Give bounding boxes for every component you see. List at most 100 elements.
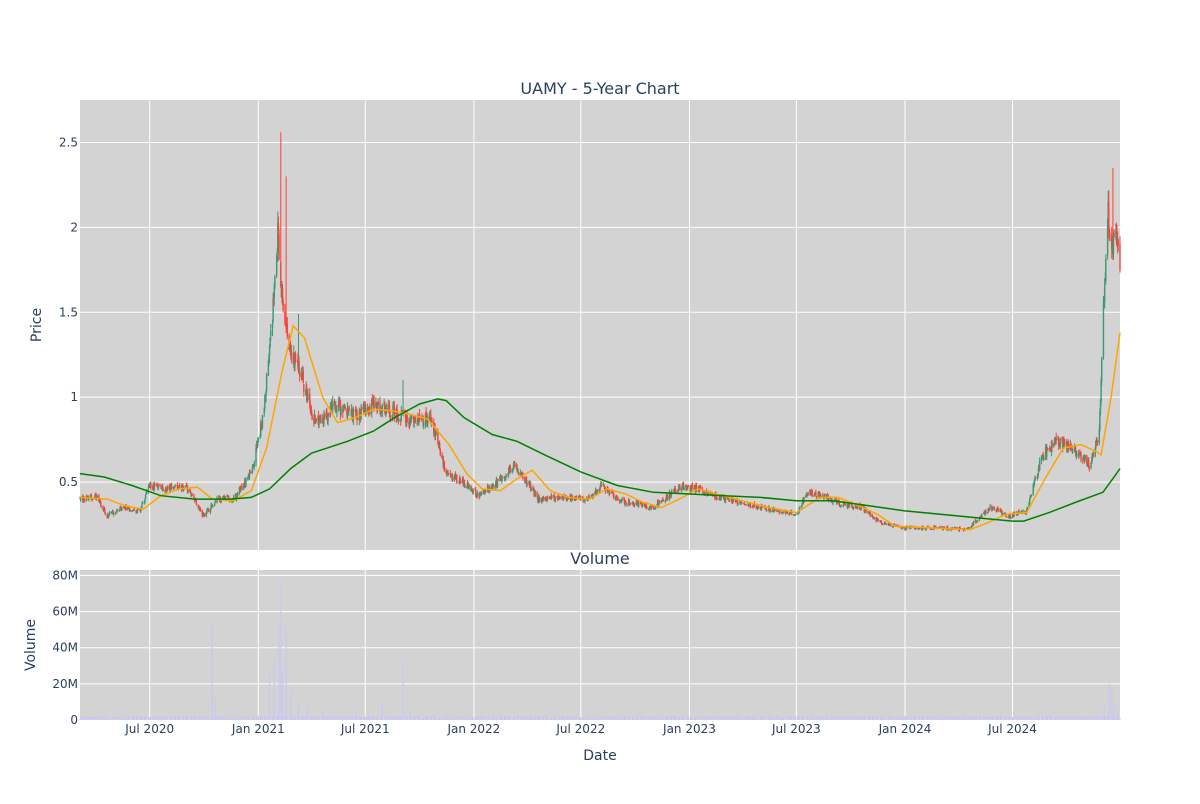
candle-body xyxy=(989,505,991,509)
candle-body xyxy=(158,485,160,486)
volume-bar xyxy=(774,718,776,720)
candle-body xyxy=(976,521,978,523)
candle-body xyxy=(909,528,912,529)
volume-bar xyxy=(143,715,145,720)
volume-bar xyxy=(286,716,288,720)
volume-bar xyxy=(186,716,189,720)
candle-body xyxy=(549,496,551,498)
candle-body xyxy=(1073,447,1076,450)
candle-body xyxy=(591,494,593,496)
volume-bar xyxy=(306,707,308,720)
candle-body xyxy=(1103,285,1106,303)
volume-bar xyxy=(398,717,400,720)
volume-bar xyxy=(212,716,214,720)
candle-body xyxy=(410,416,413,420)
candle-body xyxy=(245,477,247,486)
volume-bar xyxy=(452,718,454,720)
candle-body xyxy=(686,488,688,489)
candle-body xyxy=(385,410,387,413)
candle-body xyxy=(189,491,192,493)
candle-body xyxy=(1049,447,1052,451)
volume-bar xyxy=(853,716,855,720)
volume-bar xyxy=(939,716,941,720)
candle-body xyxy=(114,513,117,515)
candle-body xyxy=(285,327,287,329)
candle-body xyxy=(120,505,122,509)
candle-body xyxy=(766,509,768,511)
candle-body xyxy=(881,524,884,526)
candle-body xyxy=(91,498,94,500)
candle-body xyxy=(682,484,685,489)
volume-bar xyxy=(576,718,578,720)
volume-bar xyxy=(332,716,334,720)
candle-body xyxy=(160,486,162,487)
candle-body xyxy=(975,522,978,523)
volume-bar xyxy=(290,691,292,720)
candle-body xyxy=(815,491,817,496)
volume-bar xyxy=(128,715,130,720)
candle-body xyxy=(479,494,481,498)
candle-body xyxy=(118,509,121,511)
volume-bar xyxy=(749,718,751,720)
volume-bar xyxy=(1119,718,1121,720)
candle-body xyxy=(438,443,441,450)
volume-bar xyxy=(253,716,255,720)
volume-bar xyxy=(435,718,437,720)
candle-body xyxy=(356,418,359,420)
candle-body xyxy=(425,416,428,424)
candle-body xyxy=(652,505,654,508)
candle-body xyxy=(599,485,601,489)
candle-body xyxy=(422,417,424,425)
candle-body xyxy=(939,526,942,528)
volume-bar xyxy=(815,717,818,720)
volume-bar xyxy=(1086,716,1089,720)
volume-bar xyxy=(278,624,280,720)
candle-body xyxy=(985,510,987,514)
volume-bar xyxy=(285,626,287,720)
volume-bar xyxy=(700,716,702,720)
candle-body xyxy=(492,483,494,485)
volume-bar xyxy=(257,715,259,720)
volume-bar xyxy=(335,715,337,720)
volume-bar xyxy=(892,716,894,720)
volume-bar xyxy=(1103,705,1105,720)
volume-bar xyxy=(786,717,789,720)
candle-body xyxy=(476,492,479,496)
volume-bar xyxy=(861,717,863,720)
volume-bar xyxy=(570,717,572,720)
volume-bar xyxy=(92,716,94,720)
candle-body xyxy=(280,262,282,287)
candle-body xyxy=(587,496,590,500)
volume-bar xyxy=(993,718,995,720)
candle-body xyxy=(972,522,975,526)
candle-body xyxy=(112,510,114,515)
volume-bar xyxy=(792,716,795,720)
volume-bar xyxy=(1000,715,1002,720)
candle-body xyxy=(917,527,920,530)
volume-bar xyxy=(166,718,169,720)
volume-bar xyxy=(170,716,173,720)
volume-bar xyxy=(791,718,793,720)
volume-bar xyxy=(195,717,197,720)
price-y-tick-labels: 0.5 1 1.5 2 2.5 xyxy=(59,135,78,489)
candle-body xyxy=(377,402,379,406)
volume-bar xyxy=(915,716,917,720)
candle-body xyxy=(842,505,844,507)
candle-body xyxy=(121,508,123,511)
volume-bar xyxy=(641,716,643,720)
candle-body xyxy=(1017,513,1019,515)
candle-body xyxy=(337,400,340,411)
candle-body xyxy=(224,496,226,500)
volume-bar xyxy=(985,718,987,720)
volume-bar xyxy=(876,716,878,720)
candle-body xyxy=(154,484,156,486)
candle-body xyxy=(778,511,780,514)
volume-bar xyxy=(108,718,111,720)
candle-body xyxy=(789,513,791,515)
volume-bar xyxy=(526,716,528,720)
candle-body xyxy=(379,401,381,412)
candle-body xyxy=(617,498,619,501)
date-x-tick-label: Jul 2021 xyxy=(340,722,390,736)
candle-body xyxy=(391,415,394,417)
volume-bar xyxy=(575,715,577,720)
